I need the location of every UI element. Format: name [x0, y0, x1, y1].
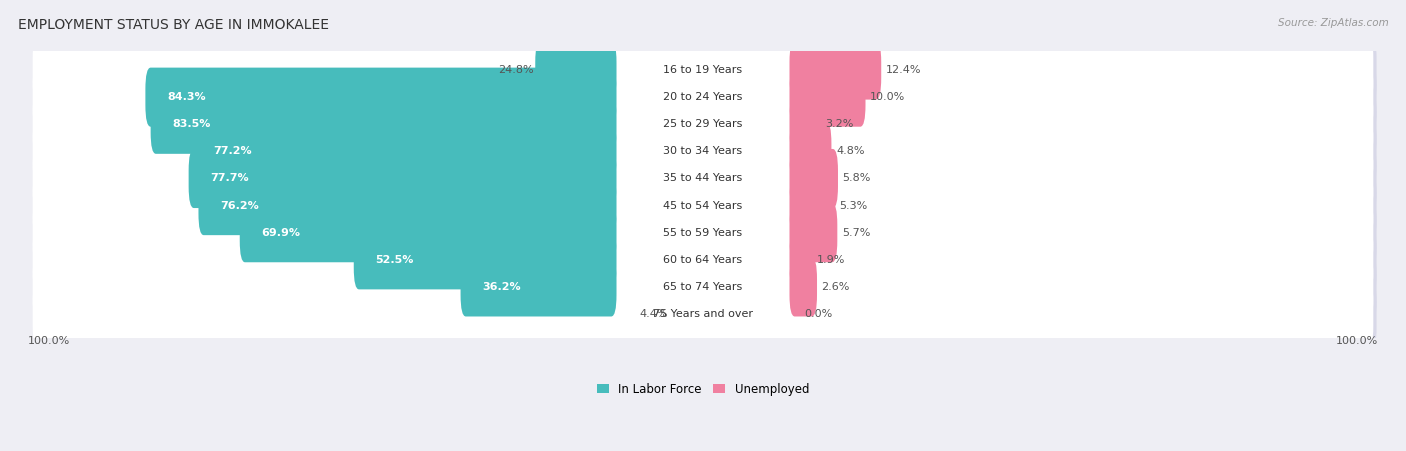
Text: 55 to 59 Years: 55 to 59 Years — [664, 228, 742, 238]
Text: 5.3%: 5.3% — [839, 201, 868, 211]
FancyBboxPatch shape — [150, 95, 616, 154]
FancyBboxPatch shape — [32, 198, 1374, 267]
Text: 2.6%: 2.6% — [821, 282, 851, 292]
Text: 75 Years and over: 75 Years and over — [652, 309, 754, 319]
FancyBboxPatch shape — [37, 254, 1376, 322]
Text: 30 to 34 Years: 30 to 34 Years — [664, 147, 742, 156]
Text: 100.0%: 100.0% — [1336, 336, 1378, 346]
FancyBboxPatch shape — [790, 176, 835, 235]
FancyBboxPatch shape — [790, 149, 838, 208]
FancyBboxPatch shape — [37, 200, 1376, 268]
Text: 36.2%: 36.2% — [482, 282, 520, 292]
Text: 25 to 29 Years: 25 to 29 Years — [664, 119, 742, 129]
Text: 10.0%: 10.0% — [870, 92, 905, 102]
FancyBboxPatch shape — [37, 37, 1376, 105]
Text: 20 to 24 Years: 20 to 24 Years — [664, 92, 742, 102]
Text: 12.4%: 12.4% — [886, 65, 921, 75]
Text: 16 to 19 Years: 16 to 19 Years — [664, 65, 742, 75]
FancyBboxPatch shape — [32, 226, 1374, 294]
Text: 1.9%: 1.9% — [817, 255, 845, 265]
Text: 65 to 74 Years: 65 to 74 Years — [664, 282, 742, 292]
FancyBboxPatch shape — [198, 176, 616, 235]
FancyBboxPatch shape — [790, 230, 813, 290]
Text: 4.4%: 4.4% — [640, 309, 668, 319]
FancyBboxPatch shape — [790, 95, 821, 154]
Text: 77.2%: 77.2% — [214, 147, 252, 156]
FancyBboxPatch shape — [32, 63, 1374, 131]
FancyBboxPatch shape — [790, 41, 882, 100]
Text: 84.3%: 84.3% — [167, 92, 205, 102]
Text: 5.8%: 5.8% — [842, 174, 870, 184]
Text: 4.8%: 4.8% — [837, 147, 865, 156]
Text: 77.7%: 77.7% — [211, 174, 249, 184]
Text: 45 to 54 Years: 45 to 54 Years — [664, 201, 742, 211]
FancyBboxPatch shape — [790, 122, 831, 181]
FancyBboxPatch shape — [354, 230, 616, 290]
FancyBboxPatch shape — [37, 64, 1376, 133]
FancyBboxPatch shape — [37, 118, 1376, 187]
FancyBboxPatch shape — [240, 203, 616, 262]
FancyBboxPatch shape — [790, 258, 817, 317]
Text: 35 to 44 Years: 35 to 44 Years — [664, 174, 742, 184]
FancyBboxPatch shape — [32, 117, 1374, 185]
Text: 5.7%: 5.7% — [842, 228, 870, 238]
Legend: In Labor Force, Unemployed: In Labor Force, Unemployed — [598, 383, 808, 396]
Text: 3.2%: 3.2% — [825, 119, 853, 129]
FancyBboxPatch shape — [37, 91, 1376, 160]
FancyBboxPatch shape — [145, 68, 616, 127]
FancyBboxPatch shape — [37, 145, 1376, 214]
FancyBboxPatch shape — [32, 253, 1374, 321]
FancyBboxPatch shape — [461, 258, 616, 317]
FancyBboxPatch shape — [32, 280, 1374, 348]
FancyBboxPatch shape — [790, 68, 866, 127]
FancyBboxPatch shape — [37, 173, 1376, 241]
Text: 52.5%: 52.5% — [375, 255, 413, 265]
Text: 100.0%: 100.0% — [28, 336, 70, 346]
Text: 83.5%: 83.5% — [173, 119, 211, 129]
FancyBboxPatch shape — [32, 144, 1374, 213]
FancyBboxPatch shape — [37, 227, 1376, 295]
Text: 0.0%: 0.0% — [804, 309, 832, 319]
Text: 69.9%: 69.9% — [262, 228, 301, 238]
Text: 76.2%: 76.2% — [221, 201, 259, 211]
FancyBboxPatch shape — [191, 122, 616, 181]
Text: EMPLOYMENT STATUS BY AGE IN IMMOKALEE: EMPLOYMENT STATUS BY AGE IN IMMOKALEE — [18, 18, 329, 32]
FancyBboxPatch shape — [37, 281, 1376, 349]
Text: 24.8%: 24.8% — [498, 65, 534, 75]
FancyBboxPatch shape — [32, 171, 1374, 240]
Text: 60 to 64 Years: 60 to 64 Years — [664, 255, 742, 265]
FancyBboxPatch shape — [188, 149, 616, 208]
Text: Source: ZipAtlas.com: Source: ZipAtlas.com — [1278, 18, 1389, 28]
FancyBboxPatch shape — [32, 90, 1374, 158]
FancyBboxPatch shape — [536, 41, 616, 100]
FancyBboxPatch shape — [32, 36, 1374, 104]
FancyBboxPatch shape — [790, 203, 838, 262]
